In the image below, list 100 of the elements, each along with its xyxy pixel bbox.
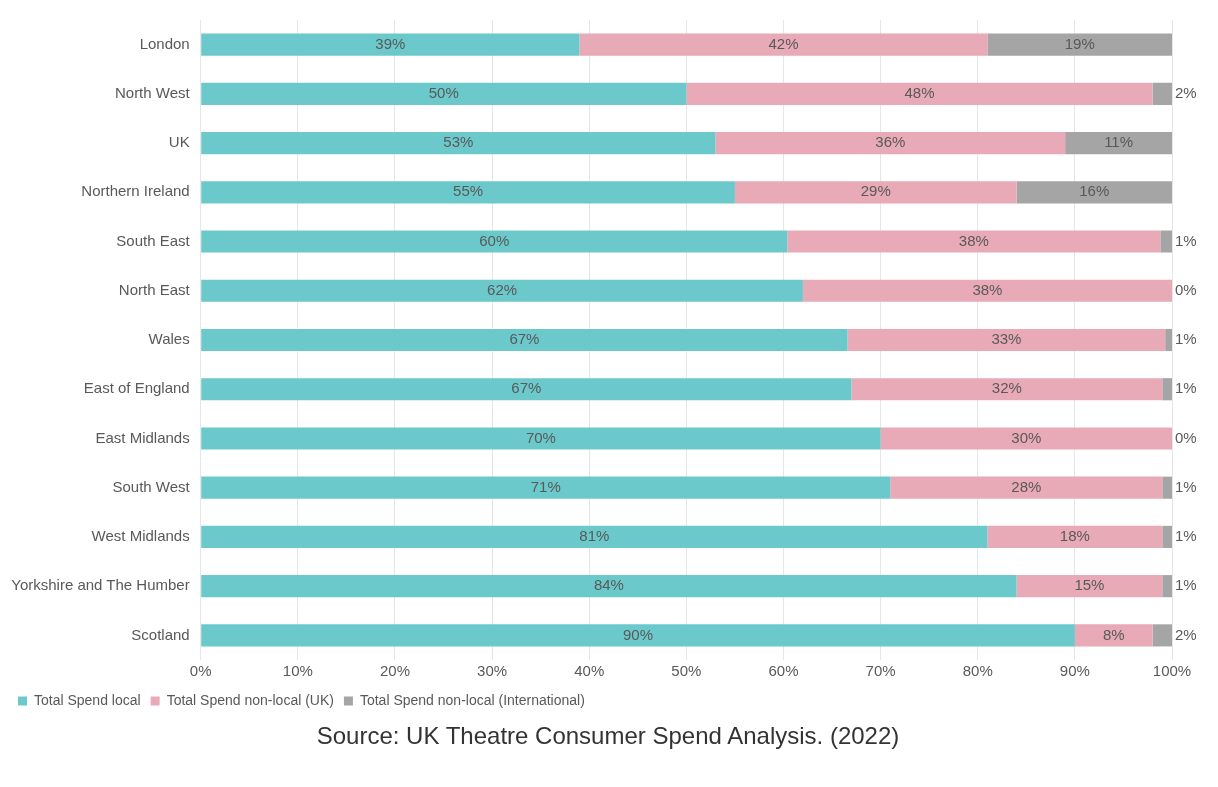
data-label: 0% xyxy=(1175,280,1197,298)
data-label: 1% xyxy=(1175,231,1197,249)
data-label: 28% xyxy=(1011,477,1042,495)
x-tick-label: 30% xyxy=(477,662,508,680)
data-label: 55% xyxy=(453,182,484,200)
bar xyxy=(1016,181,1172,204)
data-label: 1% xyxy=(1175,379,1197,397)
data-label: 38% xyxy=(972,280,1003,298)
bar xyxy=(1016,575,1163,598)
bar xyxy=(579,33,988,56)
bar xyxy=(201,427,881,450)
y-tick-label: East of England xyxy=(83,379,190,397)
y-tick-label: London xyxy=(139,34,190,52)
x-tick-label: 20% xyxy=(379,662,410,680)
bar xyxy=(201,575,1017,598)
data-label: 67% xyxy=(511,379,542,397)
data-label: 19% xyxy=(1064,34,1095,52)
bar xyxy=(1152,624,1172,647)
bar xyxy=(1074,624,1153,647)
data-label: 15% xyxy=(1074,576,1105,594)
x-tick-label: 40% xyxy=(574,662,605,680)
bar xyxy=(787,230,1161,253)
bar xyxy=(201,82,687,105)
y-tick-label: Wales xyxy=(148,330,190,348)
data-label: 30% xyxy=(1011,428,1042,446)
bar xyxy=(201,279,803,302)
y-tick-label: UK xyxy=(168,133,190,151)
data-label: 62% xyxy=(487,280,518,298)
bar xyxy=(1065,132,1172,155)
data-label: 84% xyxy=(593,576,624,594)
data-label: 38% xyxy=(958,231,989,249)
y-tick-label: North West xyxy=(114,83,191,101)
bar xyxy=(880,427,1172,450)
data-label: 29% xyxy=(860,182,891,200)
bar xyxy=(201,525,988,548)
data-label: 90% xyxy=(623,625,654,643)
data-label: 16% xyxy=(1079,182,1110,200)
data-label: 18% xyxy=(1059,527,1090,545)
bar xyxy=(851,378,1163,401)
data-label: 0% xyxy=(1175,428,1197,446)
bar xyxy=(201,328,848,352)
data-label: 36% xyxy=(875,133,906,151)
y-tick-label: Yorkshire and The Humber xyxy=(11,576,190,594)
data-label: 70% xyxy=(525,428,556,446)
data-label: 1% xyxy=(1175,527,1197,545)
y-tick-label: Northern Ireland xyxy=(81,182,190,200)
bar xyxy=(1162,575,1172,598)
data-label: 1% xyxy=(1175,576,1197,594)
bar xyxy=(734,181,1017,204)
x-tick-label: 70% xyxy=(865,662,896,680)
bar xyxy=(1162,378,1172,401)
bar xyxy=(987,525,1163,548)
y-tick-label: East Midlands xyxy=(95,428,190,446)
data-label: 81% xyxy=(579,527,610,545)
bar xyxy=(1152,82,1172,105)
data-label: 53% xyxy=(443,133,474,151)
bar xyxy=(201,33,580,56)
bar xyxy=(201,624,1075,647)
x-tick-label: 50% xyxy=(671,662,702,680)
x-tick-label: 90% xyxy=(1059,662,1090,680)
y-tick-label: West Midlands xyxy=(91,527,190,545)
x-tick-label: 100% xyxy=(1152,662,1192,680)
data-label: 67% xyxy=(509,330,540,348)
bar xyxy=(201,230,788,253)
x-tick-label: 10% xyxy=(282,662,313,680)
bar xyxy=(847,328,1166,352)
x-tick-label: 60% xyxy=(768,662,799,680)
bar xyxy=(1165,328,1172,352)
data-label: 32% xyxy=(991,379,1022,397)
data-label: 60% xyxy=(479,231,510,249)
x-tick-label: 0% xyxy=(189,662,212,680)
bar xyxy=(201,132,716,155)
bar xyxy=(686,82,1153,105)
y-tick-label: South West xyxy=(112,477,191,495)
data-label: 8% xyxy=(1102,625,1125,643)
y-tick-label: South East xyxy=(116,231,191,249)
source-note: Source: UK Theatre Consumer Spend Analysis. (2022) xyxy=(315,722,901,750)
data-label: 39% xyxy=(375,34,406,52)
data-label: 33% xyxy=(991,330,1022,348)
data-label: 50% xyxy=(428,83,459,101)
legend-label: Total Spend local xyxy=(34,691,141,708)
legend-label: Total Spend non-local (UK) xyxy=(166,691,334,708)
data-label: 1% xyxy=(1175,477,1197,495)
data-label: 71% xyxy=(530,477,561,495)
bar xyxy=(1162,525,1172,548)
bar xyxy=(201,181,735,204)
bar xyxy=(802,279,1172,302)
bar xyxy=(201,378,852,401)
data-label: 2% xyxy=(1175,83,1197,101)
data-label: 42% xyxy=(768,34,799,52)
bar xyxy=(1162,476,1172,499)
y-tick-label: North East xyxy=(118,280,191,298)
bar xyxy=(201,476,891,499)
legend-label: Total Spend non-local (International) xyxy=(359,691,585,708)
bar xyxy=(987,33,1172,56)
y-tick-label: Scotland xyxy=(131,625,190,643)
bar xyxy=(890,476,1163,499)
x-tick-label: 80% xyxy=(962,662,993,680)
data-label: 11% xyxy=(1104,133,1134,151)
bar xyxy=(715,132,1066,155)
